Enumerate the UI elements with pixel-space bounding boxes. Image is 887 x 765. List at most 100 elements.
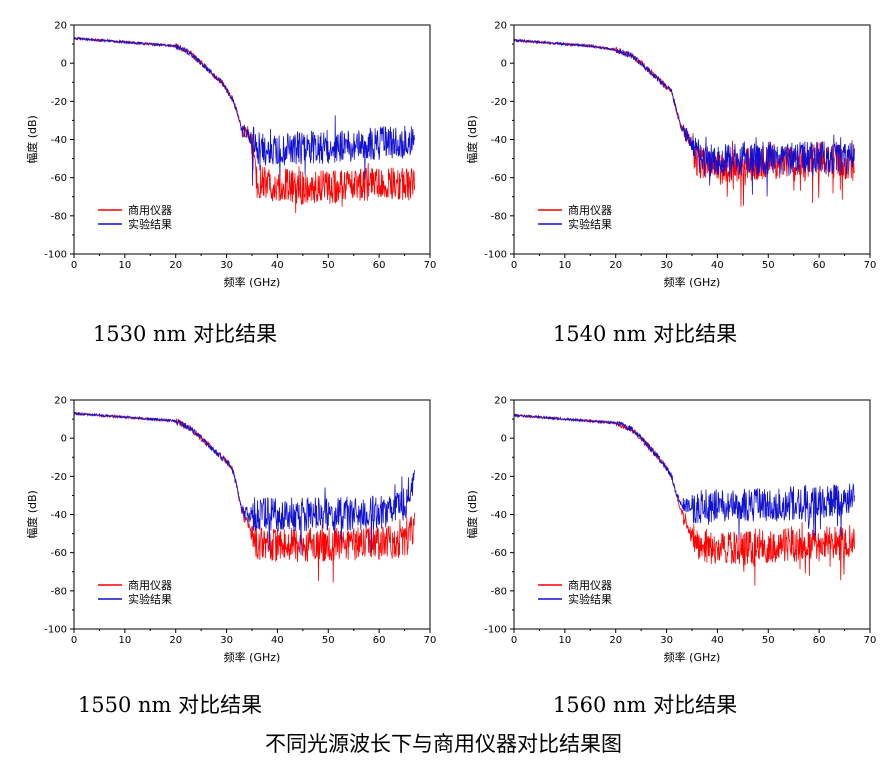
- x-tick-label: 50: [762, 260, 775, 271]
- series-line-experiment: [73, 36, 415, 186]
- y-tick-label: -20: [491, 97, 507, 108]
- y-tick-label: -40: [51, 135, 67, 146]
- plot-area: [513, 413, 855, 586]
- y-tick-label: 0: [61, 59, 67, 70]
- legend-label: 商用仪器: [568, 203, 612, 217]
- y-tick-label: -20: [491, 472, 507, 483]
- x-tick-label: 40: [271, 635, 284, 646]
- x-axis-label: 频率 (GHz): [224, 650, 281, 664]
- y-tick-label: -60: [51, 548, 67, 559]
- x-axis-label: 频率 (GHz): [664, 275, 721, 289]
- y-tick-label: -80: [491, 586, 507, 597]
- y-tick-label: -40: [491, 135, 507, 146]
- y-axis-label: 幅度 (dB): [25, 490, 39, 539]
- x-tick-label: 30: [220, 635, 233, 646]
- chart-panel-1550: 0 10 20 30 40 50 60 70 20 0 -20 -40 -60 -80 -100 频率 (GH…: [0, 375, 436, 745]
- series-line-experiment: [513, 413, 855, 541]
- chart-svg: 0 10 20 30 40 50 60 70 20 0 -20 -40 -60 -80 -100 频率 (GH…: [25, 21, 437, 290]
- y-tick-label: 20: [54, 396, 67, 407]
- chart-caption: 1530 nm 对比结果: [92, 322, 278, 346]
- series-line-experiment: [73, 411, 415, 556]
- x-tick-label: 70: [424, 260, 437, 271]
- plot-area: [73, 411, 415, 583]
- x-tick-label: 20: [169, 260, 182, 271]
- y-axis-label: 幅度 (dB): [25, 115, 39, 164]
- x-tick-label: 10: [558, 635, 571, 646]
- x-tick-label: 30: [660, 260, 673, 271]
- legend-label: 实验结果: [568, 592, 612, 606]
- y-tick-label: -80: [491, 211, 507, 222]
- x-tick-label: 70: [864, 260, 877, 271]
- series-line-instrument: [513, 38, 855, 207]
- x-tick-label: 60: [813, 260, 826, 271]
- y-tick-label: -100: [484, 250, 507, 261]
- x-tick-label: 10: [118, 635, 131, 646]
- chart-svg: 0 10 20 30 40 50 60 70 20 0 -20 -40 -60 -80 -100 频率 (GH…: [25, 396, 437, 665]
- x-tick-label: 40: [711, 635, 724, 646]
- y-tick-label: -100: [484, 625, 507, 636]
- y-tick-label: 20: [494, 21, 507, 32]
- chart-svg: 0 10 20 30 40 50 60 70 20 0 -20 -40 -60 -80 -100 频率 (GH…: [465, 396, 877, 665]
- x-tick-label: 0: [71, 635, 77, 646]
- y-tick-label: -80: [51, 211, 67, 222]
- series-line-experiment: [513, 38, 855, 197]
- x-tick-label: 0: [511, 260, 517, 271]
- y-tick-label: 20: [54, 21, 67, 32]
- y-tick-label: -100: [44, 625, 67, 636]
- x-tick-label: 50: [322, 635, 335, 646]
- x-tick-label: 20: [609, 260, 622, 271]
- series-line-instrument: [513, 413, 855, 586]
- chart-caption: 1560 nm 对比结果: [552, 693, 738, 717]
- x-axis-label: 频率 (GHz): [224, 275, 281, 289]
- plot-area: [513, 38, 855, 207]
- legend-label: 实验结果: [128, 217, 172, 231]
- y-tick-label: -20: [51, 97, 67, 108]
- x-tick-label: 70: [424, 635, 437, 646]
- y-axis-label: 幅度 (dB): [465, 115, 479, 164]
- figure-title: 不同光源波长下与商用仪器对比结果图: [265, 732, 622, 756]
- legend-label: 商用仪器: [128, 578, 172, 592]
- x-tick-label: 10: [118, 260, 131, 271]
- x-tick-label: 0: [511, 635, 517, 646]
- chart-caption: 1540 nm 对比结果: [552, 322, 738, 346]
- y-tick-label: 20: [494, 396, 507, 407]
- x-tick-label: 50: [322, 260, 335, 271]
- y-tick-label: -40: [491, 510, 507, 521]
- y-tick-label: 0: [61, 434, 67, 445]
- chart-panel-1540: 0 10 20 30 40 50 60 70 20 0 -20 -40 -60 -80 -100 频率 (GH…: [440, 0, 876, 370]
- x-tick-label: 20: [169, 635, 182, 646]
- x-tick-label: 40: [271, 260, 284, 271]
- y-tick-label: -20: [51, 472, 67, 483]
- y-tick-label: -100: [44, 250, 67, 261]
- y-tick-label: -80: [51, 586, 67, 597]
- x-tick-label: 50: [762, 635, 775, 646]
- x-tick-label: 60: [373, 260, 386, 271]
- chart-panel-1530: 0 10 20 30 40 50 60 70 20 0 -20 -40 -60 -80 -100 频率 (GH…: [0, 0, 436, 370]
- x-tick-label: 40: [711, 260, 724, 271]
- x-tick-label: 10: [558, 260, 571, 271]
- chart-caption: 1550 nm 对比结果: [77, 693, 263, 717]
- chart-svg: 0 10 20 30 40 50 60 70 20 0 -20 -40 -60 -80 -100 频率 (GH…: [465, 21, 877, 290]
- x-axis-label: 频率 (GHz): [664, 650, 721, 664]
- legend-label: 实验结果: [568, 217, 612, 231]
- y-tick-label: 0: [501, 59, 507, 70]
- legend-label: 商用仪器: [568, 578, 612, 592]
- x-tick-label: 70: [864, 635, 877, 646]
- x-tick-label: 20: [609, 635, 622, 646]
- y-tick-label: -60: [491, 173, 507, 184]
- y-tick-label: 0: [501, 434, 507, 445]
- y-tick-label: -40: [51, 510, 67, 521]
- y-axis-label: 幅度 (dB): [465, 490, 479, 539]
- series-line-instrument: [73, 411, 415, 583]
- legend-label: 商用仪器: [128, 203, 172, 217]
- x-tick-label: 60: [373, 635, 386, 646]
- y-tick-label: -60: [491, 548, 507, 559]
- x-tick-label: 0: [71, 260, 77, 271]
- legend-label: 实验结果: [128, 592, 172, 606]
- x-tick-label: 30: [220, 260, 233, 271]
- x-tick-label: 30: [660, 635, 673, 646]
- x-tick-label: 60: [813, 635, 826, 646]
